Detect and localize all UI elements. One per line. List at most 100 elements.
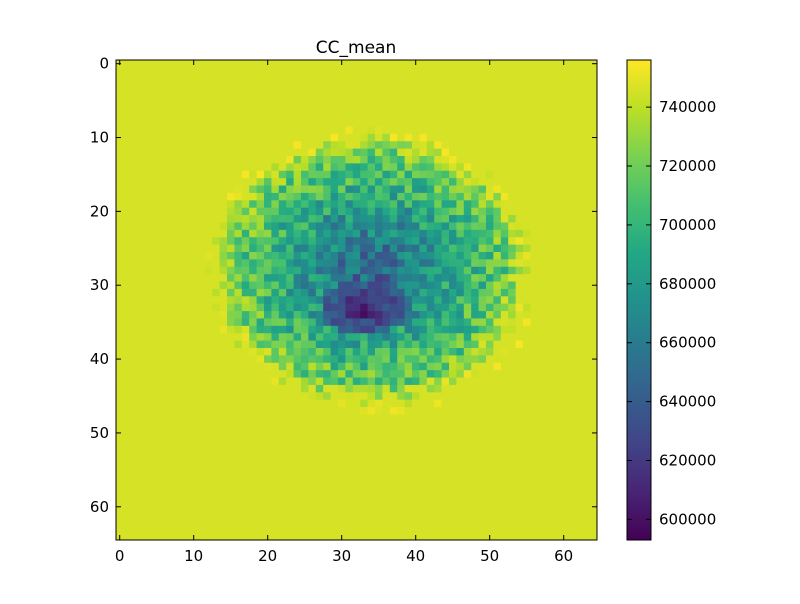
heatmap-cell: [315, 495, 324, 504]
heatmap-cell: [360, 517, 368, 526]
heatmap-cell: [153, 444, 161, 452]
heatmap-cell: [204, 532, 213, 541]
heatmap-cell: [367, 532, 376, 541]
heatmap-cell: [389, 503, 398, 511]
heatmap-cell: [471, 244, 479, 253]
heatmap-cell: [278, 67, 287, 76]
heatmap-cell: [308, 473, 317, 482]
heatmap-cell: [286, 436, 294, 445]
heatmap-cell: [352, 104, 361, 113]
heatmap-cell: [582, 325, 590, 334]
heatmap-cell: [434, 311, 442, 319]
heatmap-cell: [508, 473, 516, 482]
heatmap-cell: [315, 525, 324, 534]
heatmap-cell: [301, 480, 309, 489]
heatmap-cell: [574, 325, 583, 334]
heatmap-cell: [441, 82, 450, 90]
heatmap-cell: [278, 82, 287, 90]
heatmap-cell: [338, 333, 346, 342]
heatmap-cell: [412, 119, 420, 127]
heatmap-cell: [123, 119, 132, 127]
heatmap-cell: [330, 67, 339, 76]
heatmap-cell: [419, 325, 428, 334]
heatmap-cell: [441, 252, 450, 260]
heatmap-cell: [508, 170, 516, 179]
heatmap-cell: [434, 340, 442, 349]
heatmap-cell: [545, 104, 553, 113]
heatmap-cell: [308, 89, 317, 98]
heatmap-cell: [315, 407, 324, 415]
heatmap-cell: [190, 170, 198, 179]
heatmap-cell: [567, 133, 576, 142]
heatmap-cell: [500, 480, 509, 489]
heatmap-cell: [227, 133, 235, 142]
heatmap-cell: [330, 414, 339, 423]
heatmap-cell: [167, 156, 176, 164]
heatmap-cell: [256, 296, 265, 305]
heatmap-cell: [175, 392, 183, 401]
heatmap-cell: [352, 495, 361, 504]
heatmap-cell: [315, 156, 324, 164]
heatmap-cell: [323, 207, 331, 216]
heatmap-cell: [278, 296, 287, 305]
heatmap-cell: [160, 200, 169, 209]
heatmap-cell: [574, 266, 583, 275]
heatmap-cell: [574, 192, 583, 201]
heatmap-cell: [375, 244, 383, 253]
heatmap-cell: [367, 288, 376, 297]
heatmap-cell: [478, 163, 487, 172]
heatmap-cell: [345, 126, 354, 135]
heatmap-cell: [352, 133, 361, 142]
heatmap-cell: [182, 458, 191, 467]
heatmap-cell: [153, 318, 161, 327]
heatmap-cell: [315, 244, 324, 253]
heatmap-cell: [493, 436, 502, 445]
heatmap-cell: [582, 60, 590, 68]
heatmap-cell: [130, 362, 139, 371]
heatmap-cell: [434, 429, 442, 438]
heatmap-cell: [190, 119, 198, 127]
heatmap-cell: [530, 480, 539, 489]
heatmap-cell: [315, 148, 324, 157]
heatmap-cell: [426, 362, 435, 371]
heatmap-cell: [167, 296, 176, 305]
heatmap-cell: [552, 156, 561, 164]
heatmap-cell: [241, 141, 250, 150]
heatmap-cell: [182, 488, 191, 497]
heatmap-cell: [241, 288, 250, 297]
heatmap-cell: [367, 111, 376, 120]
heatmap-cell: [219, 281, 228, 290]
heatmap-cell: [508, 458, 516, 467]
heatmap-cell: [493, 303, 502, 312]
heatmap-cell: [160, 510, 169, 519]
heatmap-cell: [545, 325, 553, 334]
heatmap-cell: [330, 185, 339, 194]
heatmap-cell: [545, 141, 553, 150]
heatmap-cell: [552, 89, 561, 98]
heatmap-cell: [552, 429, 561, 438]
heatmap-cell: [471, 362, 479, 371]
heatmap-cell: [426, 111, 435, 120]
heatmap-cell: [264, 229, 272, 238]
heatmap-cell: [389, 517, 398, 526]
heatmap-cell: [338, 200, 346, 209]
heatmap-cell: [434, 141, 442, 150]
heatmap-cell: [345, 318, 354, 327]
heatmap-cell: [227, 325, 235, 334]
heatmap-cell: [367, 266, 376, 275]
heatmap-cell: [419, 458, 428, 467]
heatmap-cell: [412, 237, 420, 246]
colorbar-tick-label: 740000: [659, 98, 716, 116]
heatmap-cell: [412, 163, 420, 172]
heatmap-cell: [582, 480, 590, 489]
heatmap-cell: [301, 488, 309, 497]
heatmap-cell: [493, 414, 502, 423]
heatmap-cell: [212, 525, 220, 534]
heatmap-cell: [227, 178, 235, 186]
heatmap-cell: [530, 510, 539, 519]
heatmap-cell: [323, 532, 331, 541]
heatmap-cell: [567, 156, 576, 164]
heatmap-cell: [375, 333, 383, 342]
heatmap-cell: [463, 480, 472, 489]
heatmap-cell: [582, 370, 590, 378]
